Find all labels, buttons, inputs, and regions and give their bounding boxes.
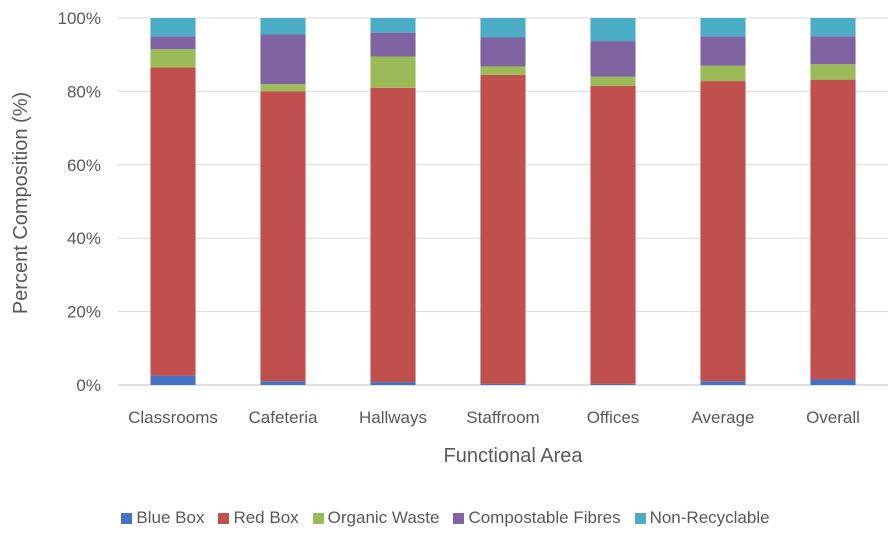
- y-tick-label: 100%: [58, 9, 101, 28]
- bar-segment-organic-waste: [590, 76, 636, 86]
- legend-label: Red Box: [233, 508, 299, 527]
- x-tick-label: Staffroom: [466, 408, 539, 427]
- bar-segment-compostable-fibres: [810, 36, 856, 65]
- legend-item: Red Box: [218, 508, 299, 528]
- bar-segment-non-recyclable: [150, 18, 196, 37]
- legend-item: Blue Box: [121, 508, 204, 528]
- x-tick-label: Cafeteria: [249, 408, 319, 427]
- bar-segment-non-recyclable: [590, 18, 636, 42]
- bar-segment-blue-box: [370, 382, 416, 385]
- bar-segment-compostable-fibres: [370, 32, 416, 57]
- x-axis-ticks: Classrooms Cafeteria Hallways Staffroom Offi…: [128, 408, 860, 427]
- bar-segment-organic-waste: [370, 56, 416, 88]
- bar-segment-organic-waste: [480, 66, 526, 75]
- x-tick-label: Classrooms: [128, 408, 218, 427]
- bar-segment-organic-waste: [260, 84, 306, 92]
- bar-segment-red-box: [370, 87, 416, 383]
- legend-swatch: [218, 512, 230, 524]
- x-tick-label: Offices: [587, 408, 640, 427]
- x-tick-label: Average: [691, 408, 754, 427]
- bar-segment-non-recyclable: [810, 18, 856, 37]
- bar-segment-non-recyclable: [370, 18, 416, 33]
- y-tick-label: 20%: [67, 303, 101, 322]
- bar-segment-compostable-fibres: [590, 41, 636, 77]
- legend-item: Compostable Fibres: [453, 508, 621, 528]
- bar-segment-blue-box: [260, 381, 306, 385]
- bars: [150, 18, 856, 385]
- bar-segment-compostable-fibres: [700, 36, 746, 66]
- bar-segment-non-recyclable: [480, 18, 526, 38]
- x-tick-label: Overall: [806, 408, 860, 427]
- y-axis-title: Percent Composition (%): [10, 92, 32, 314]
- y-tick-label: 40%: [67, 229, 101, 248]
- bar-segment-organic-waste: [810, 64, 856, 80]
- y-tick-label: 0%: [76, 376, 101, 395]
- bar-segment-compostable-fibres: [480, 37, 526, 67]
- legend-label: Blue Box: [136, 508, 205, 527]
- legend: Blue Box Red Box Organic Waste Compostable …: [0, 508, 891, 528]
- y-tick-label: 80%: [67, 82, 101, 101]
- bar-segment-red-box: [150, 67, 196, 376]
- bar-segment-compostable-fibres: [150, 36, 196, 50]
- bar-segment-red-box: [260, 91, 306, 382]
- x-axis-title: Functional Area: [444, 445, 584, 467]
- bar-segment-blue-box: [150, 375, 196, 385]
- legend-label: Non-Recyclable: [649, 508, 770, 527]
- legend-swatch: [121, 512, 133, 524]
- legend-swatch: [312, 512, 324, 524]
- bar-segment-red-box: [480, 74, 526, 384]
- legend-item: Non-Recyclable: [634, 508, 770, 528]
- bar-segment-blue-box: [700, 381, 746, 385]
- legend-label: Organic Waste: [327, 508, 440, 527]
- bar-segment-organic-waste: [150, 49, 196, 68]
- bar-segment-organic-waste: [700, 65, 746, 82]
- legend-item: Organic Waste: [312, 508, 440, 528]
- y-tick-label: 60%: [67, 156, 101, 175]
- bar-segment-blue-box: [480, 383, 526, 385]
- bar-segment-blue-box: [810, 379, 856, 385]
- legend-swatch: [634, 512, 646, 524]
- bar-segment-non-recyclable: [260, 18, 306, 35]
- legend-label: Compostable Fibres: [468, 508, 621, 527]
- x-tick-label: Hallways: [359, 408, 427, 427]
- bar-segment-blue-box: [590, 383, 636, 385]
- bar-segment-compostable-fibres: [260, 34, 306, 85]
- bar-segment-red-box: [700, 81, 746, 382]
- bar-segment-red-box: [810, 79, 856, 380]
- y-axis-ticks: 0% 20% 40% 60% 80% 100%: [58, 9, 101, 395]
- bar-segment-non-recyclable: [700, 18, 746, 37]
- legend-swatch: [453, 512, 465, 524]
- bar-segment-red-box: [590, 85, 636, 384]
